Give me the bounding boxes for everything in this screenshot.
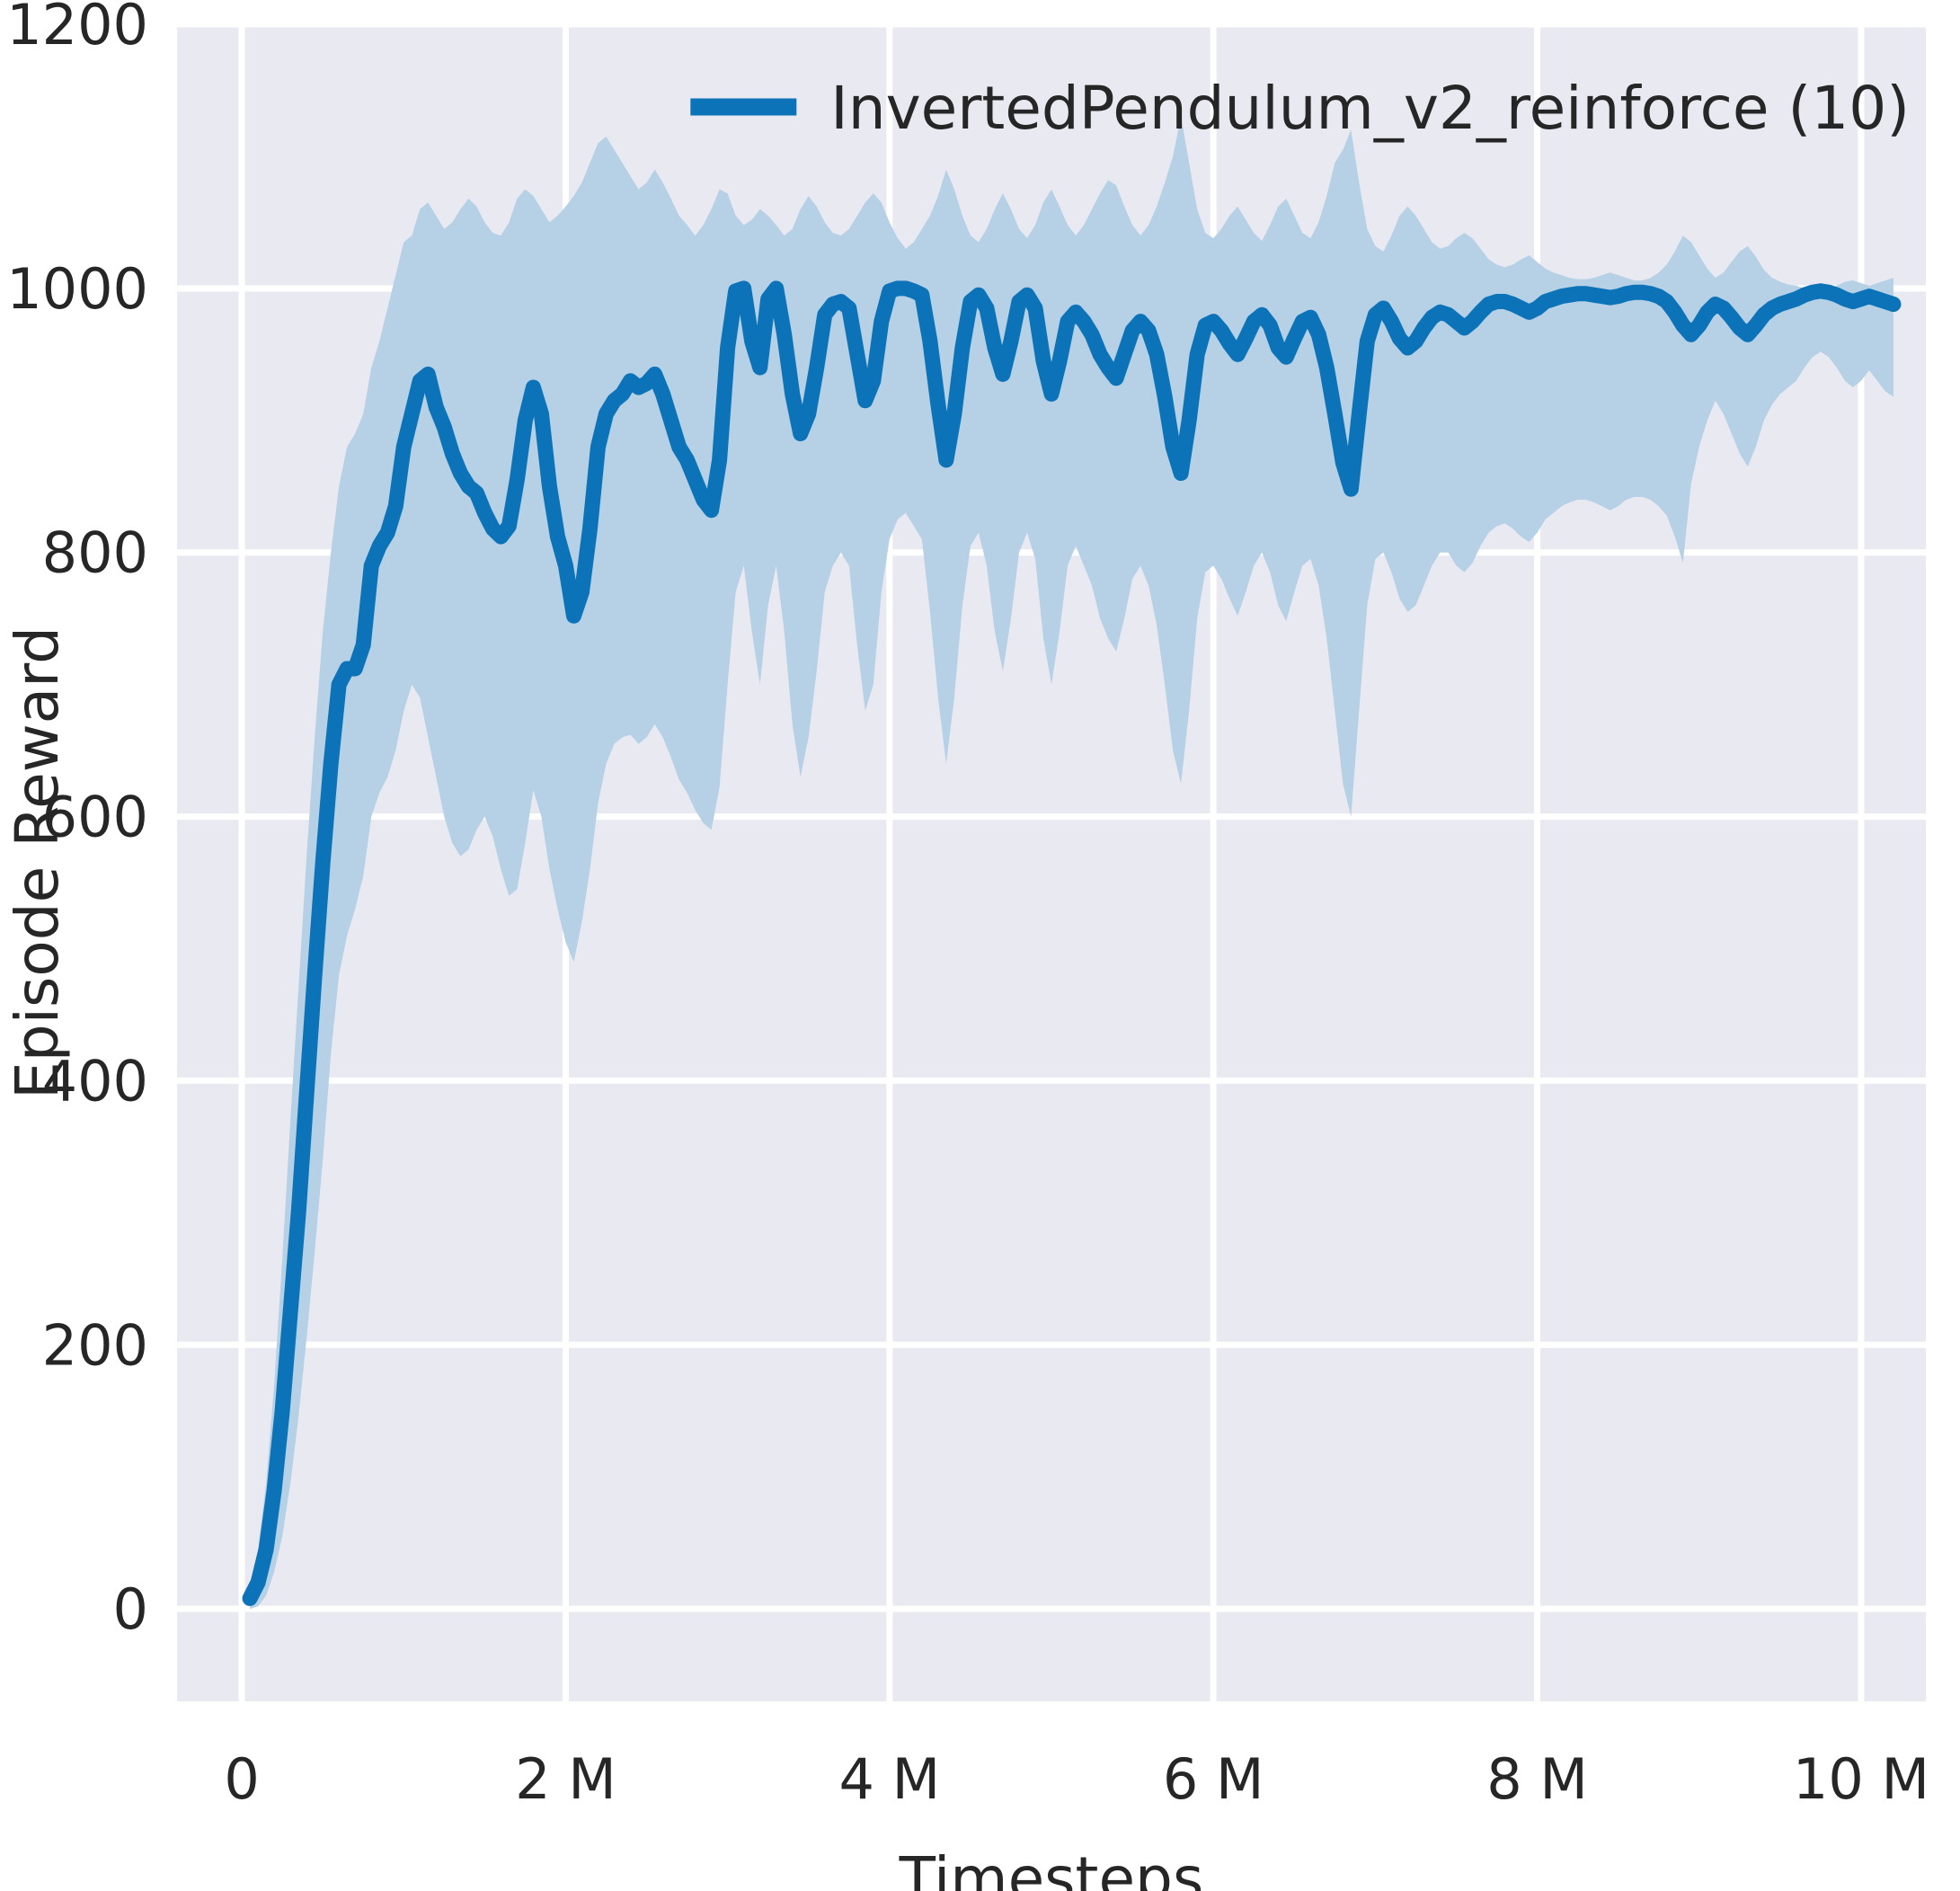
mean-line bbox=[242, 280, 1902, 1606]
line-group bbox=[242, 280, 1902, 1606]
confidence-band bbox=[250, 116, 1893, 1610]
ytick-label: 400 bbox=[42, 1048, 148, 1114]
ytick-label: 600 bbox=[42, 785, 148, 850]
axis-titles: Timesteps Episode Reward bbox=[3, 626, 1203, 1891]
band-group bbox=[250, 116, 1893, 1610]
x-axis-title: Timesteps bbox=[899, 1844, 1204, 1891]
ytick-label: 800 bbox=[42, 520, 148, 586]
y-axis-title: Episode Reward bbox=[3, 626, 72, 1099]
xtick-label: 0 bbox=[224, 1746, 259, 1812]
xtick-label: 4 M bbox=[838, 1746, 940, 1812]
ytick-labels: 0 200 400 600 800 1000 1200 bbox=[6, 0, 148, 1642]
xtick-label: 6 M bbox=[1163, 1746, 1264, 1812]
ytick-label: 1200 bbox=[6, 0, 148, 58]
legend[interactable]: InvertedPendulum_v2_reinforce (10) bbox=[690, 74, 1910, 143]
ytick-label: 1000 bbox=[6, 256, 148, 322]
xtick-label: 2 M bbox=[515, 1746, 616, 1812]
legend-label: InvertedPendulum_v2_reinforce (10) bbox=[830, 74, 1910, 143]
ytick-label: 200 bbox=[42, 1312, 148, 1378]
xtick-label: 8 M bbox=[1486, 1746, 1588, 1812]
xtick-label: 10 M bbox=[1793, 1746, 1929, 1812]
xtick-labels: 0 2 M 4 M 6 M 8 M 10 M bbox=[224, 1746, 1929, 1812]
ytick-label: 0 bbox=[113, 1576, 148, 1642]
